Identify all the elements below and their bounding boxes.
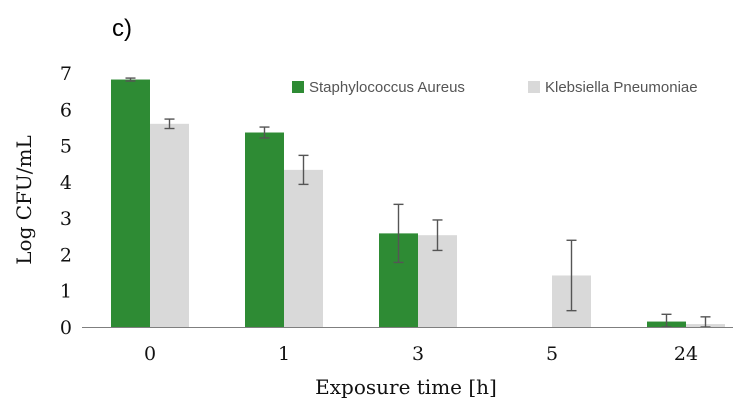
x-tick-label: 1 [278, 343, 290, 365]
axes-group: 0 1 3 5 24 0 1 2 3 4 5 6 7 [60, 63, 733, 365]
x-tick-label: 3 [412, 343, 424, 365]
x-axis-title: Exposure time [h] [315, 375, 497, 399]
y-tick-label: 1 [60, 281, 72, 303]
bar-klebsiella-0 [150, 123, 189, 327]
y-tick-label: 0 [60, 317, 72, 339]
bar-staphylococcus-1 [245, 132, 284, 327]
y-tick-label: 3 [60, 208, 72, 230]
legend: Staphylococcus Aureus Klebsiella Pneumoni… [292, 79, 698, 96]
error-bars-group [125, 77, 711, 328]
bars-group [111, 79, 725, 327]
legend-label-staphylococcus: Staphylococcus Aureus [309, 79, 465, 96]
y-tick-label: 7 [60, 63, 72, 85]
panel-label: c) [112, 15, 132, 42]
y-tick-label: 5 [60, 136, 72, 158]
legend-label-klebsiella: Klebsiella Pneumoniae [545, 79, 698, 96]
bar-klebsiella-1 [284, 169, 323, 327]
legend-swatch-staphylococcus [292, 81, 304, 93]
legend-swatch-klebsiella [528, 81, 540, 93]
bar-staphylococcus-0 [111, 79, 150, 327]
y-axis-title: Log CFU/mL [12, 135, 36, 265]
y-tick-label: 6 [60, 99, 72, 121]
x-tick-label: 5 [546, 343, 558, 365]
x-tick-label: 24 [674, 343, 698, 365]
y-tick-label: 2 [60, 244, 72, 266]
y-tick-label: 4 [60, 172, 72, 194]
x-tick-label: 0 [144, 343, 156, 365]
